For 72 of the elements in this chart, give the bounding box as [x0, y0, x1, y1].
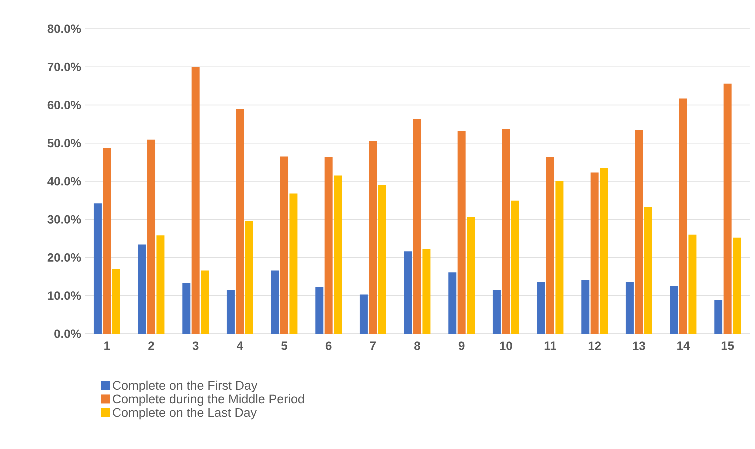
x-tick-label: 10: [500, 342, 512, 350]
bar: [182, 283, 191, 334]
x-tick-label: 7: [370, 342, 376, 350]
bar: [245, 221, 254, 334]
x-tick-label: 13: [633, 342, 646, 350]
bar: [680, 98, 688, 334]
y-tick-label: 80.0%: [48, 24, 82, 34]
bar: [502, 129, 510, 334]
bar: [590, 172, 599, 334]
x-tick-label: 2: [148, 342, 154, 350]
bar: [626, 282, 634, 334]
bar: [670, 286, 678, 334]
bar: [600, 168, 608, 334]
bar: [316, 287, 324, 334]
bar: [192, 67, 200, 334]
y-tick-label: 30.0%: [48, 215, 82, 224]
bar: [733, 238, 742, 334]
y-tick-label: 40.0%: [48, 177, 82, 186]
bar: [511, 200, 520, 334]
x-tick-label: 9: [458, 342, 465, 350]
bar: [290, 194, 298, 334]
bar: [414, 119, 422, 334]
bar: [724, 84, 732, 334]
bar: [324, 157, 333, 334]
bar: [644, 207, 652, 334]
bar: [271, 270, 280, 334]
y-tick-label: 0.0%: [54, 330, 82, 338]
x-tick-label: 6: [326, 342, 332, 350]
bar: [226, 290, 235, 334]
x-tick-label: 1: [104, 342, 110, 350]
bar: [334, 176, 342, 334]
bar: [138, 244, 146, 334]
x-tick-label: 8: [414, 342, 420, 350]
x-tick-label: 14: [678, 342, 690, 350]
bar: [448, 272, 457, 334]
x-tick-label: 3: [192, 342, 199, 350]
x-tick-label: 5: [282, 342, 288, 350]
bar: [369, 141, 378, 334]
y-tick-label: 20.0%: [48, 253, 82, 262]
bar: [582, 280, 590, 334]
bar: [688, 234, 697, 334]
bar: [156, 236, 165, 334]
bar: [458, 132, 466, 334]
y-tick-label: 10.0%: [48, 292, 82, 300]
bar: [556, 181, 564, 334]
bar: [236, 109, 244, 334]
bar: [467, 216, 476, 334]
legend-label: Complete on the First Day: [113, 380, 258, 393]
y-tick-label: 60.0%: [48, 101, 82, 110]
bar: [103, 148, 112, 334]
x-tick-label: 11: [544, 342, 557, 350]
bar: [714, 300, 723, 334]
bar: [360, 294, 368, 334]
legend-label: Complete during the Middle Period: [113, 394, 304, 406]
bar: [280, 156, 289, 334]
bar: [492, 290, 501, 334]
bar: [378, 185, 386, 334]
x-tick-label: 12: [588, 342, 602, 350]
bar: [94, 204, 102, 334]
bar: [635, 130, 644, 334]
x-tick-label: 4: [237, 342, 244, 350]
bar: [537, 282, 546, 334]
y-tick-label: 70.0%: [48, 62, 82, 72]
y-tick-label: 50.0%: [48, 139, 82, 148]
bar: [112, 270, 120, 334]
legend-label: Complete on the Last Day: [113, 408, 257, 420]
bar: [201, 270, 210, 334]
bar: [546, 157, 554, 334]
bar: [404, 252, 412, 334]
bar: [148, 140, 156, 334]
x-tick-label: 15: [722, 342, 734, 350]
bar: [422, 249, 431, 334]
